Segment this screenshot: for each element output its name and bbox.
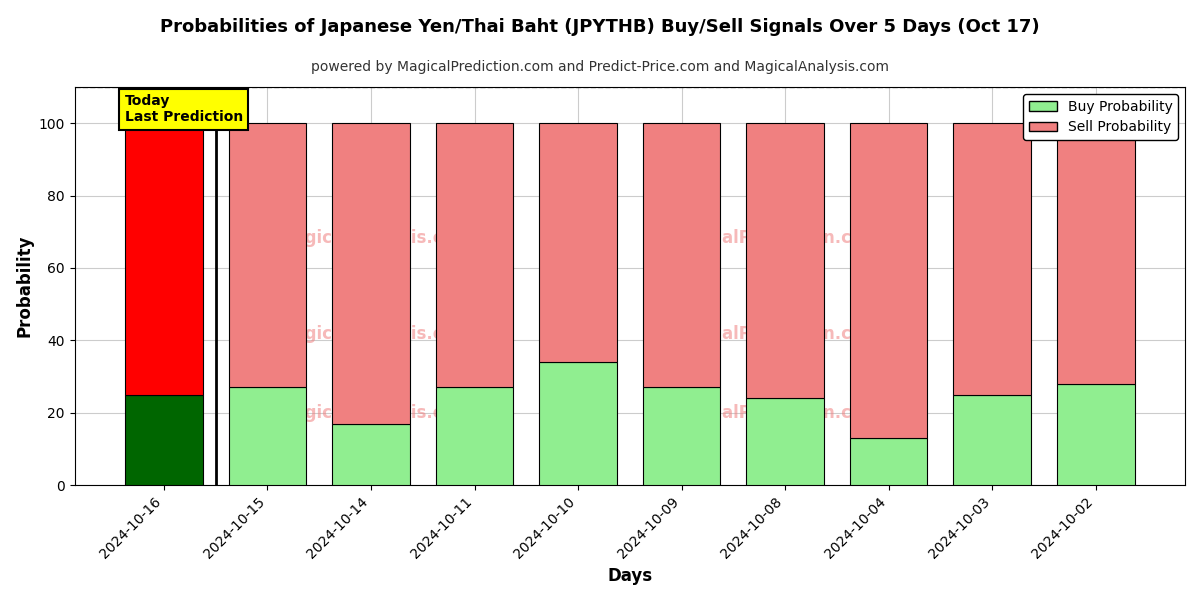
Bar xyxy=(332,123,410,424)
Bar xyxy=(1057,123,1134,384)
Legend: Buy Probability, Sell Probability: Buy Probability, Sell Probability xyxy=(1024,94,1178,140)
Bar xyxy=(332,424,410,485)
Text: Probabilities of Japanese Yen/Thai Baht (JPYTHB) Buy/Sell Signals Over 5 Days (O: Probabilities of Japanese Yen/Thai Baht … xyxy=(160,18,1040,36)
Bar xyxy=(436,388,514,485)
Text: MagicalPrediction.com: MagicalPrediction.com xyxy=(667,229,881,247)
Text: MagicalAnalysis.com: MagicalAnalysis.com xyxy=(277,229,472,247)
Bar xyxy=(953,395,1031,485)
Text: MagicalAnalysis.com: MagicalAnalysis.com xyxy=(277,404,472,422)
Bar xyxy=(850,438,928,485)
Y-axis label: Probability: Probability xyxy=(16,235,34,337)
Bar xyxy=(746,398,824,485)
Bar xyxy=(229,388,306,485)
X-axis label: Days: Days xyxy=(607,567,653,585)
Bar xyxy=(746,123,824,398)
Bar xyxy=(643,388,720,485)
Bar xyxy=(436,123,514,388)
Bar xyxy=(953,123,1031,395)
Bar xyxy=(1057,384,1134,485)
Text: Today
Last Prediction: Today Last Prediction xyxy=(125,94,242,124)
Bar xyxy=(539,362,617,485)
Bar xyxy=(539,123,617,362)
Bar xyxy=(125,123,203,395)
Bar xyxy=(229,123,306,388)
Bar xyxy=(643,123,720,388)
Text: MagicalPrediction.com: MagicalPrediction.com xyxy=(667,325,881,343)
Text: MagicalAnalysis.com: MagicalAnalysis.com xyxy=(277,325,472,343)
Text: powered by MagicalPrediction.com and Predict-Price.com and MagicalAnalysis.com: powered by MagicalPrediction.com and Pre… xyxy=(311,60,889,74)
Bar xyxy=(850,123,928,438)
Text: MagicalPrediction.com: MagicalPrediction.com xyxy=(667,404,881,422)
Bar xyxy=(125,395,203,485)
